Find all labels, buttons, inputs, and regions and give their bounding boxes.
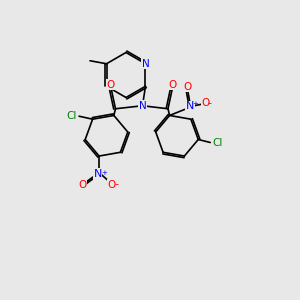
Text: O: O: [107, 80, 115, 90]
Text: Cl: Cl: [66, 111, 77, 121]
Text: +: +: [193, 101, 198, 107]
Text: O: O: [202, 98, 210, 109]
Text: N: N: [93, 169, 102, 179]
Text: +: +: [102, 170, 107, 176]
Text: N: N: [142, 59, 149, 69]
Text: O: O: [108, 179, 116, 190]
Text: O: O: [79, 179, 87, 190]
Text: N: N: [186, 101, 194, 112]
Text: O: O: [184, 82, 192, 92]
Text: -: -: [207, 98, 211, 109]
Text: N: N: [139, 101, 146, 111]
Text: -: -: [114, 179, 118, 190]
Text: N: N: [93, 169, 102, 179]
Text: Cl: Cl: [213, 137, 223, 148]
Text: O: O: [168, 80, 177, 90]
